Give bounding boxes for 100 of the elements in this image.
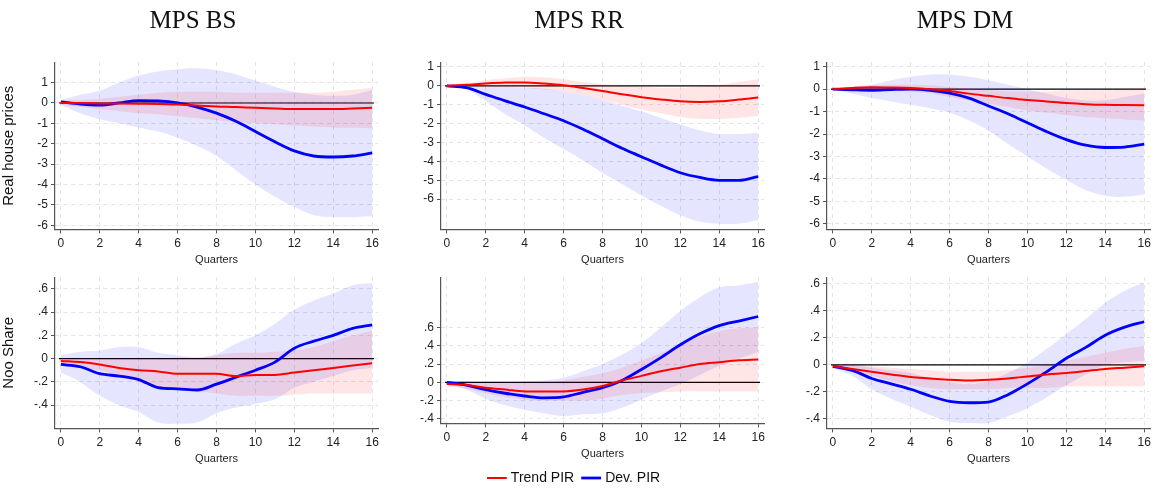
x-tick-label: 16	[751, 429, 766, 444]
x-tick-label: 2	[482, 429, 490, 444]
x-tick-label: 12	[673, 429, 688, 444]
x-tick-label: 16	[1137, 235, 1152, 250]
y-tick-label: .6	[37, 281, 49, 296]
x-tick-label: 4	[907, 434, 915, 449]
x-tick-label: 8	[599, 429, 607, 444]
x-tick-label: 10	[248, 434, 263, 449]
x-tick-label: 2	[96, 434, 104, 449]
y-tick-label: 0	[427, 78, 435, 93]
y-tick-label: 0	[813, 81, 821, 96]
y-tick-label: -4	[37, 176, 49, 191]
y-tick-label: .2	[809, 330, 821, 345]
x-tick-label: 0	[829, 434, 837, 449]
x-tick-label: 14	[1098, 235, 1113, 250]
x-tick-label: 14	[326, 434, 341, 449]
y-tick-label: -.4	[805, 411, 821, 426]
x-tick-label: 0	[443, 429, 451, 444]
x-tick-label: 12	[1059, 434, 1074, 449]
y-tick-label: 0	[41, 95, 49, 110]
y-tick-label: .2	[37, 327, 49, 342]
x-tick-label: 8	[599, 235, 607, 250]
x-tick-label: 6	[560, 429, 568, 444]
x-axis-title: Quarters	[195, 452, 239, 465]
x-axis-title: Quarters	[195, 253, 239, 266]
x-tick-label: 2	[868, 235, 876, 250]
x-tick-label: 4	[135, 434, 143, 449]
y-tick-label: -.2	[805, 384, 821, 399]
y-tick-label: -4	[423, 153, 435, 168]
y-tick-label: .6	[423, 319, 435, 334]
x-tick-label: 2	[482, 235, 490, 250]
x-tick-label: 14	[712, 235, 727, 250]
chart-title: MPS BS	[148, 5, 238, 35]
x-tick-label: 10	[634, 429, 649, 444]
y-tick-label: 0	[41, 350, 49, 365]
x-tick-label: 14	[326, 235, 341, 250]
x-tick-label: 4	[521, 429, 529, 444]
y-tick-label: -2	[37, 136, 49, 151]
y-tick-label: .2	[423, 356, 435, 371]
y-tick-label: -1	[423, 97, 435, 112]
x-axis-title: Quarters	[967, 253, 1011, 266]
y-tick-label: -5	[809, 193, 821, 208]
x-tick-label: 16	[365, 434, 380, 449]
x-axis-title: Quarters	[967, 452, 1011, 465]
y-tick-label: 0	[427, 374, 435, 389]
y-tick-label: .4	[37, 304, 49, 319]
x-tick-label: 6	[174, 434, 182, 449]
x-tick-label: 10	[1020, 235, 1035, 250]
x-tick-label: 16	[751, 235, 766, 250]
legend-label: Trend PIR	[510, 468, 575, 485]
x-tick-label: 8	[213, 434, 221, 449]
x-tick-label: 16	[365, 235, 380, 250]
y-tick-label: .4	[423, 338, 435, 353]
y-tick-label: -6	[423, 191, 435, 206]
x-tick-label: 8	[985, 434, 993, 449]
x-tick-label: 6	[946, 434, 954, 449]
x-tick-label: 12	[287, 434, 302, 449]
y-tick-label: -4	[809, 171, 821, 186]
y-tick-label: -5	[37, 197, 49, 212]
y-tick-label: -1	[37, 115, 49, 130]
x-axis-title: Quarters	[581, 253, 625, 266]
y-tick-label: -.4	[419, 411, 435, 426]
y-tick-label: -3	[809, 148, 821, 163]
y-tick-label: -1	[809, 103, 821, 118]
x-tick-label: 6	[174, 235, 182, 250]
y-tick-label: -5	[423, 172, 435, 187]
y-axis-title: Noo Share	[0, 316, 17, 389]
y-tick-label: 1	[41, 74, 49, 89]
y-tick-label: -6	[809, 216, 821, 231]
x-tick-label: 0	[829, 235, 837, 250]
y-tick-label: 0	[813, 357, 821, 372]
x-axis-title: Quarters	[581, 447, 625, 460]
x-tick-label: 12	[673, 235, 688, 250]
x-tick-label: 2	[868, 434, 876, 449]
y-tick-label: 1	[427, 59, 435, 74]
x-tick-label: 0	[57, 434, 65, 449]
y-tick-label: 1	[813, 59, 821, 73]
x-tick-label: 8	[985, 235, 993, 250]
y-tick-label: -6	[37, 217, 49, 232]
y-tick-label: -.2	[419, 392, 435, 407]
x-tick-label: 2	[96, 235, 104, 250]
chart-title: MPS DM	[915, 5, 1015, 35]
y-tick-label: .4	[809, 303, 821, 318]
y-tick-label: -3	[37, 156, 49, 171]
x-tick-label: 14	[1098, 434, 1113, 449]
x-tick-label: 6	[946, 235, 954, 250]
y-tick-label: -.2	[33, 374, 49, 389]
x-tick-label: 4	[907, 235, 915, 250]
x-tick-label: 12	[287, 235, 302, 250]
x-tick-label: 10	[248, 235, 263, 250]
x-tick-label: 0	[57, 235, 65, 250]
y-tick-label: -2	[809, 126, 821, 141]
x-tick-label: 10	[1020, 434, 1035, 449]
y-tick-label: .6	[809, 276, 821, 291]
x-tick-label: 10	[634, 235, 649, 250]
x-tick-label: 12	[1059, 235, 1074, 250]
x-tick-label: 4	[521, 235, 529, 250]
x-tick-label: 0	[443, 235, 451, 250]
x-tick-label: 4	[135, 235, 143, 250]
x-tick-label: 8	[213, 235, 221, 250]
